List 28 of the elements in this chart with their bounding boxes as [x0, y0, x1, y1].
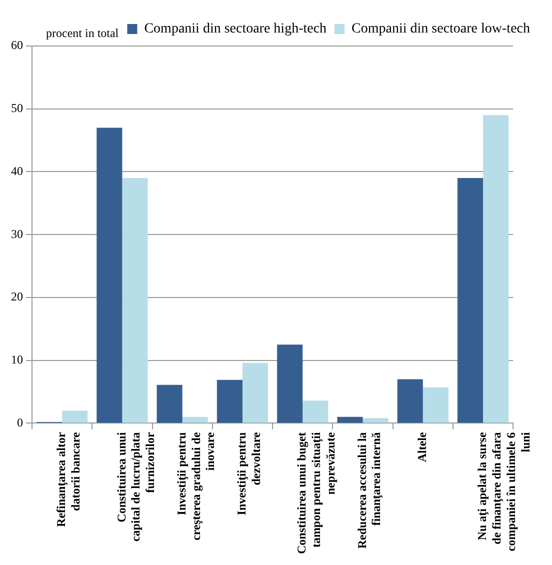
y-tick-label: 50 [11, 101, 23, 116]
y-tick-label: 0 [17, 415, 23, 430]
bar [483, 115, 509, 423]
bar [337, 416, 363, 423]
bar [216, 380, 242, 423]
bar [397, 379, 423, 423]
x-tick-label: Nu aţi apelat la surse de finanţare din afara companiei în ultimele 6 luni [475, 432, 532, 552]
x-tick-label: Refinanţarea altor datorii bancare [54, 432, 83, 527]
legend-label: Companii din sectoare low-tech [352, 22, 530, 37]
y-tick-label: 30 [11, 226, 23, 241]
y-tick-label: 10 [11, 352, 23, 366]
bar [302, 400, 328, 423]
x-tick-label: Altele [414, 432, 429, 462]
y-axis-title: procent in total [46, 26, 120, 40]
bar [62, 410, 88, 423]
bar [457, 178, 484, 423]
y-tick-label: 20 [11, 290, 23, 304]
bar [122, 178, 148, 423]
legend-label: Companii din sectoare high-tech [144, 22, 327, 37]
bar [242, 362, 268, 423]
y-tick-label: 40 [11, 164, 23, 178]
bar [156, 384, 182, 423]
bar [277, 344, 303, 423]
bar [182, 416, 208, 423]
bar [96, 128, 122, 423]
bar [422, 387, 448, 423]
bar [362, 418, 388, 423]
y-tick-label: 60 [11, 38, 23, 52]
